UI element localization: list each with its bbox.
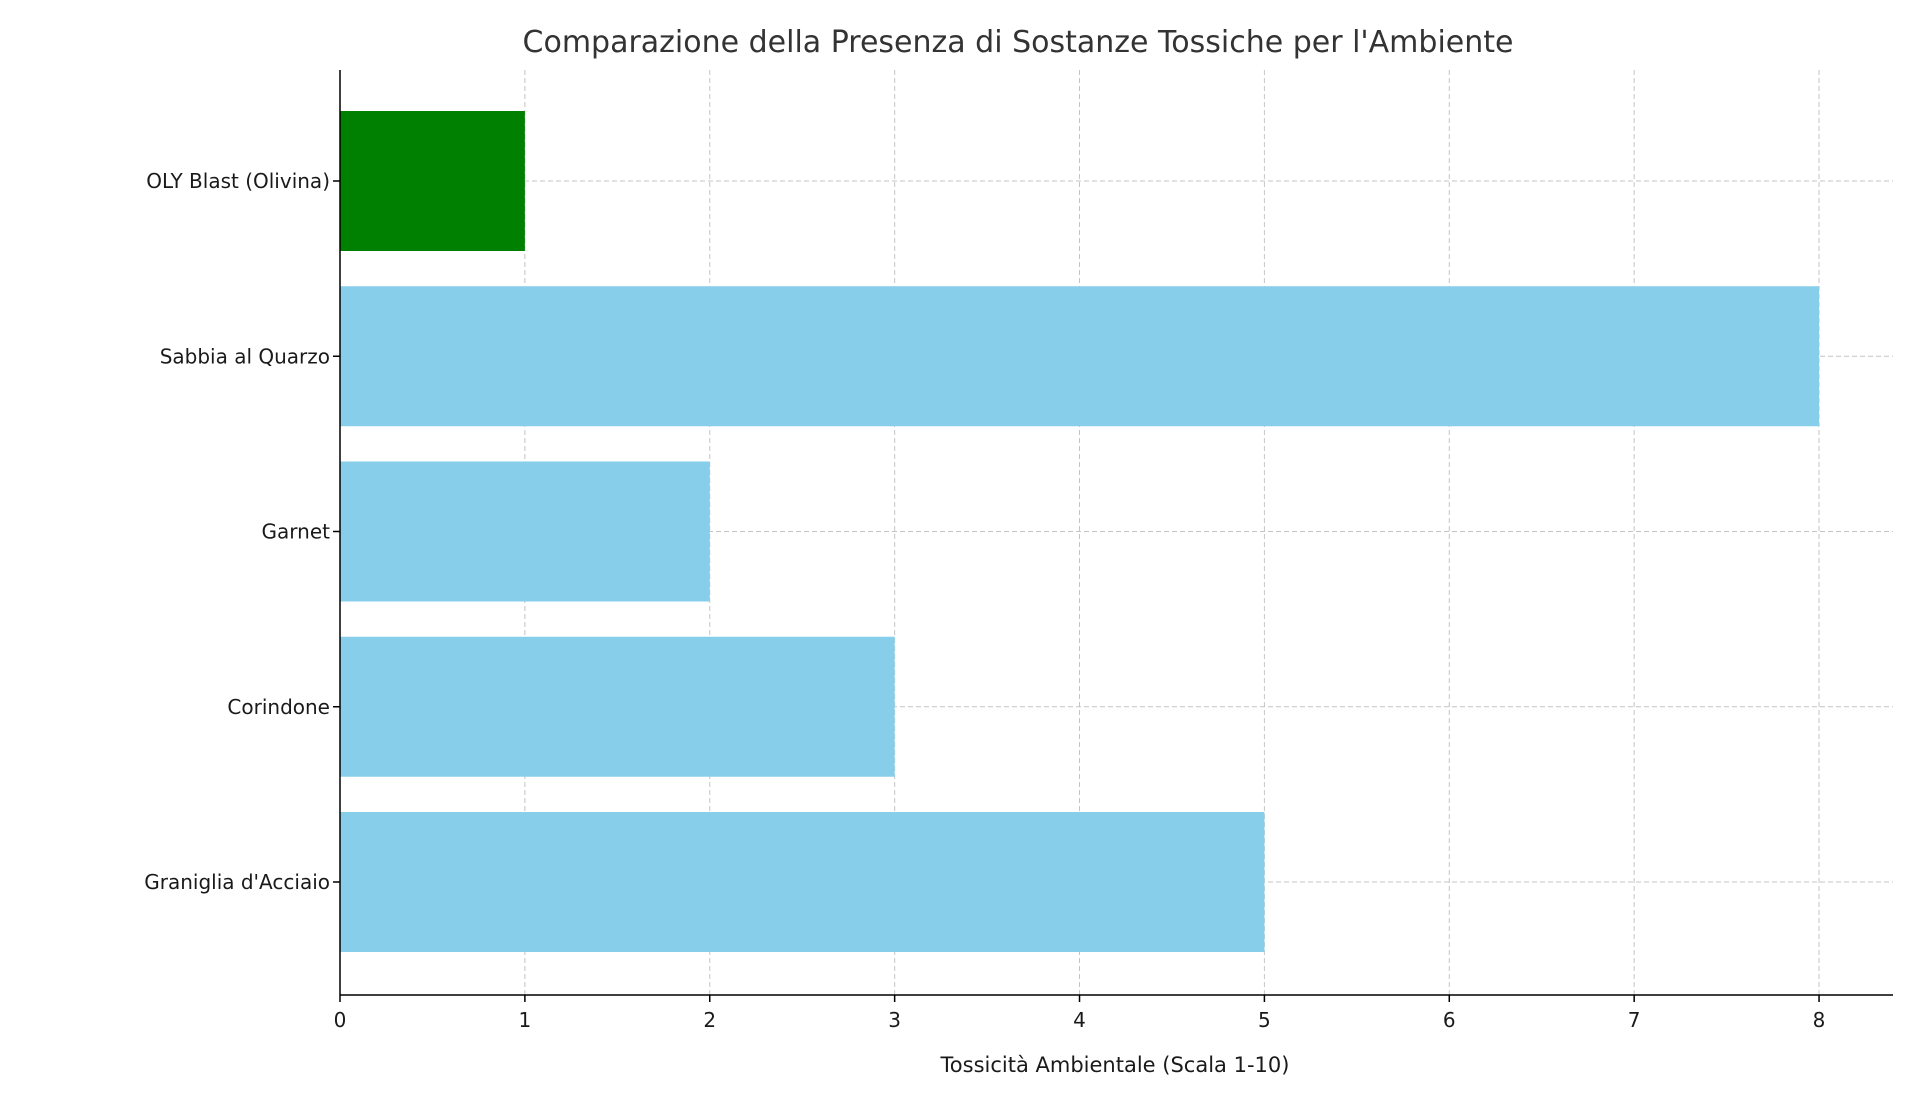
x-tick-label: 4: [1073, 1008, 1086, 1032]
x-axis-ticks: 0 1 2 3 4 5 6 7 8: [334, 995, 1826, 1032]
y-tick-label: Graniglia d'Acciaio: [144, 870, 330, 894]
x-tick-label: 3: [888, 1008, 901, 1032]
bars: [340, 111, 1820, 952]
x-tick-label: 5: [1258, 1008, 1271, 1032]
bar: [340, 286, 1820, 427]
x-tick-label: 1: [519, 1008, 532, 1032]
y-tick-label: OLY Blast (Olivina): [146, 169, 330, 193]
x-tick-label: 2: [703, 1008, 716, 1032]
bar: [340, 812, 1265, 952]
x-tick-label: 0: [334, 1008, 347, 1032]
bar: [340, 461, 710, 602]
y-tick-label: Corindone: [227, 695, 330, 719]
bar: [340, 636, 895, 777]
x-tick-label: 6: [1443, 1008, 1456, 1032]
bar: [340, 111, 525, 251]
x-tick-label: 8: [1813, 1008, 1826, 1032]
y-axis-ticks: Graniglia d'Acciaio Corindone Garnet Sabbia…: [144, 169, 340, 894]
y-tick-label: Sabbia al Quarzo: [160, 344, 330, 368]
y-tick-label: Garnet: [262, 520, 331, 544]
chart-title: Comparazione della Presenza di Sostanze …: [523, 25, 1514, 60]
x-axis-label: Tossicità Ambientale (Scala 1-10): [940, 1053, 1290, 1077]
x-tick-label: 7: [1628, 1008, 1641, 1032]
